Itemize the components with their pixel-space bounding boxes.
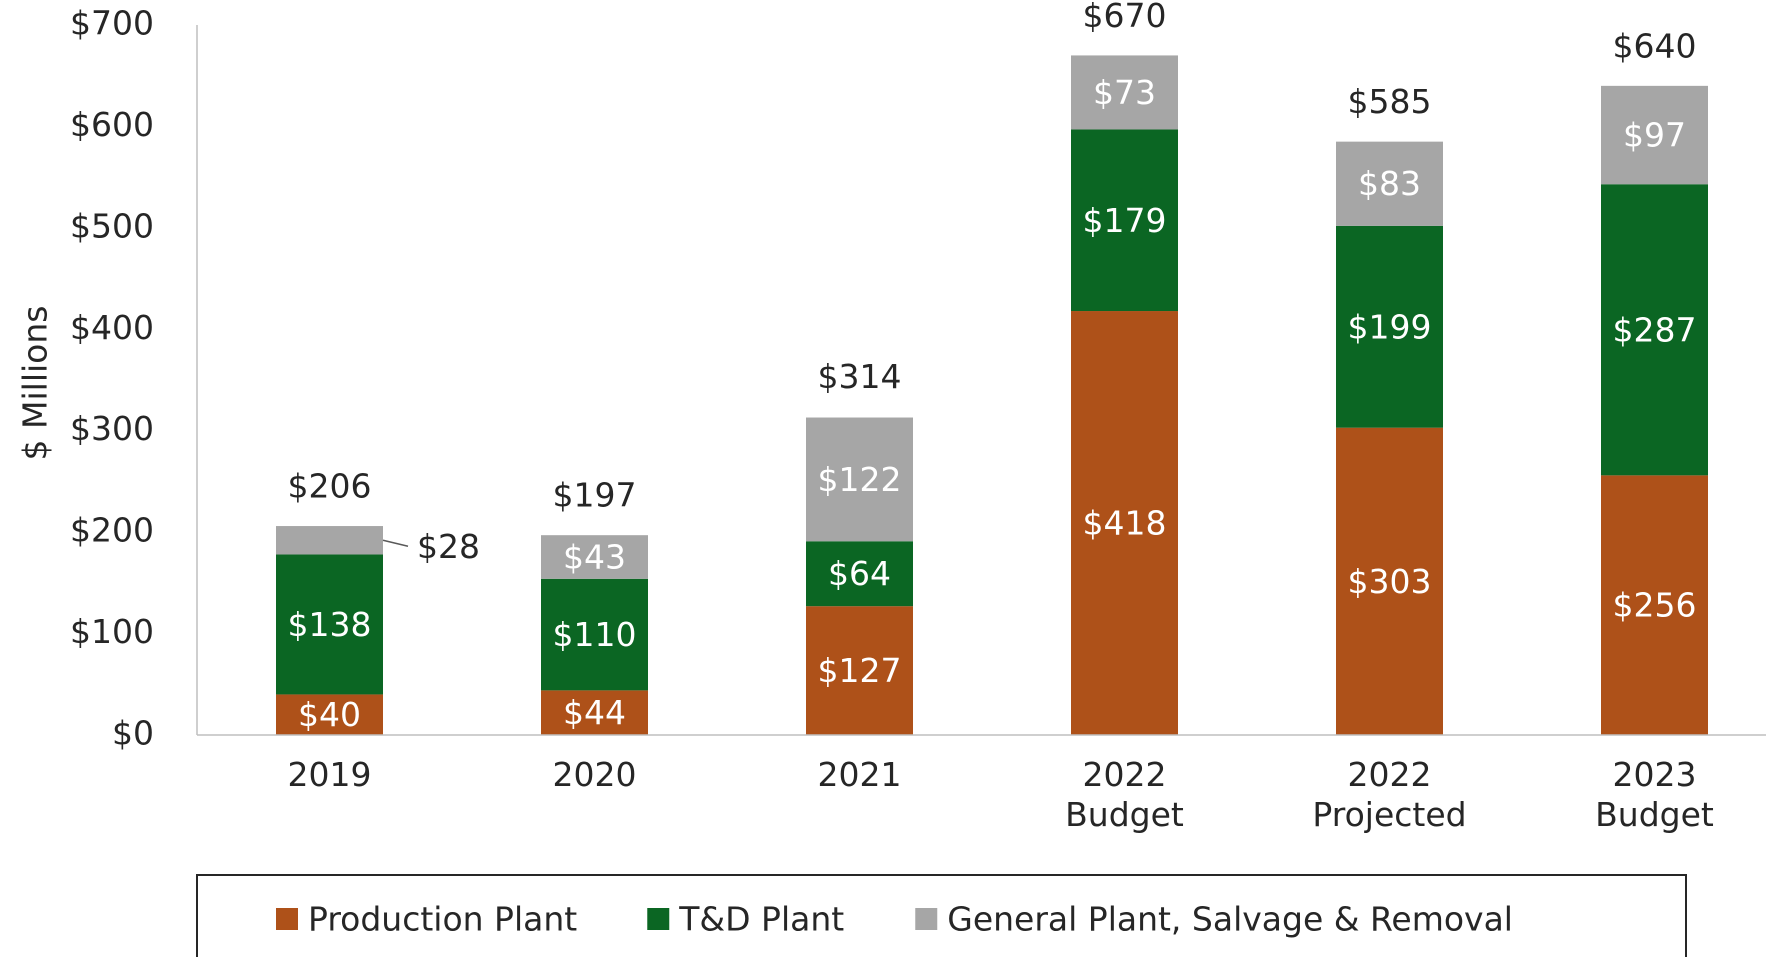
bar-segment xyxy=(1601,475,1708,735)
bar-segment xyxy=(1336,141,1443,226)
bar-segment xyxy=(1601,184,1708,476)
bar-segment xyxy=(276,526,383,555)
bar-segment xyxy=(1071,311,1178,735)
legend-label: T&D Plant xyxy=(678,900,844,939)
total-label: $640 xyxy=(1613,26,1697,65)
x-tick-label: 2021 xyxy=(817,755,902,794)
total-label: $314 xyxy=(818,357,902,396)
data-label: $256 xyxy=(1613,586,1697,625)
leader-line xyxy=(382,539,409,547)
bar-segment xyxy=(541,535,648,579)
data-label: $138 xyxy=(288,605,372,644)
x-tick-label: 2020 xyxy=(552,755,637,794)
data-label: $64 xyxy=(828,554,891,593)
data-label: $40 xyxy=(298,695,361,734)
bar-segment xyxy=(1071,129,1178,312)
legend-swatch xyxy=(276,908,298,930)
data-label: $43 xyxy=(563,537,626,576)
legend-swatch xyxy=(915,908,938,930)
bar-segment xyxy=(276,694,383,735)
bar-segment xyxy=(1071,55,1178,130)
data-label: $28 xyxy=(417,527,480,566)
data-label: $303 xyxy=(1348,562,1432,601)
data-label: $127 xyxy=(818,651,902,690)
bar-segment xyxy=(541,578,648,691)
legend-box xyxy=(196,874,1687,957)
data-label: $287 xyxy=(1613,310,1697,349)
total-label: $670 xyxy=(1083,0,1167,35)
bar-segment xyxy=(806,417,913,542)
bar-segment xyxy=(541,690,648,735)
bar-segment xyxy=(806,606,913,735)
total-label: $197 xyxy=(553,476,637,515)
x-tick-label: 2023 Budget xyxy=(1595,755,1714,834)
y-tick-label: $600 xyxy=(70,105,154,144)
y-tick-label: $0 xyxy=(112,714,154,753)
x-tick-label: 2019 xyxy=(287,755,372,794)
data-label: $418 xyxy=(1083,504,1167,543)
x-tick-label: 2022 Budget xyxy=(1065,755,1184,834)
data-label: $73 xyxy=(1093,73,1156,112)
legend-swatch xyxy=(647,908,670,930)
legend-label: Production Plant xyxy=(308,900,577,939)
bar-segment xyxy=(1336,427,1443,735)
bar-segment xyxy=(1601,85,1708,185)
y-tick-label: $400 xyxy=(70,308,154,347)
y-tick-label: $700 xyxy=(70,4,154,43)
y-tick-label: $200 xyxy=(70,511,154,550)
total-label: $206 xyxy=(288,467,372,506)
data-label: $122 xyxy=(818,460,902,499)
y-tick-label: $300 xyxy=(70,409,154,448)
bar-segment xyxy=(806,541,913,607)
data-label: $83 xyxy=(1358,164,1421,203)
y-axis-label: $ Millions xyxy=(16,306,55,461)
data-label: $97 xyxy=(1623,116,1686,155)
legend-label: General Plant, Salvage & Removal xyxy=(947,900,1513,939)
data-label: $179 xyxy=(1083,201,1167,240)
y-tick-label: $500 xyxy=(70,206,154,245)
total-label: $585 xyxy=(1348,82,1432,121)
data-label: $44 xyxy=(563,693,626,732)
x-tick-label: 2022 Projected xyxy=(1312,755,1467,834)
data-label: $110 xyxy=(553,615,637,654)
y-tick-label: $100 xyxy=(70,612,154,651)
bar-segment xyxy=(1336,225,1443,428)
bar-segment xyxy=(276,554,383,695)
data-label: $199 xyxy=(1348,307,1432,346)
